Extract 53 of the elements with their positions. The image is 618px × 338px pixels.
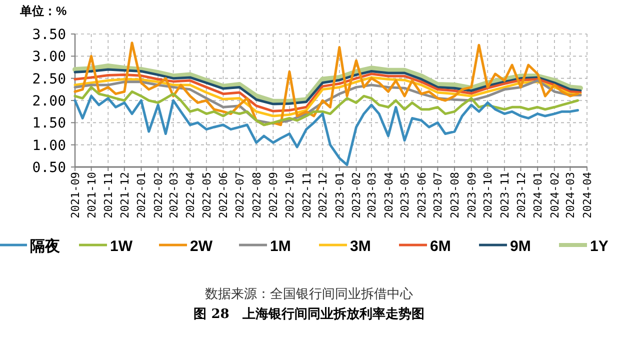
legend-label: 6M — [430, 238, 451, 255]
x-tick-label: 2023-02 — [350, 172, 364, 218]
y-tick-label: 2.50 — [32, 71, 66, 88]
legend-label: 1M — [270, 238, 291, 255]
line-series — [74, 94, 580, 166]
x-tick-label: 2022-04 — [184, 172, 198, 218]
x-tick-label: 2022-09 — [267, 172, 280, 218]
x-tick-label: 2021-10 — [85, 172, 98, 218]
x-tick-label: 2023-09 — [465, 172, 478, 218]
x-tick-label: 2021-09 — [69, 172, 82, 218]
y-tick-label: 3.00 — [32, 49, 66, 66]
y-axis-title: 单位：% — [19, 4, 67, 18]
x-tick-label: 2022-10 — [283, 172, 296, 218]
x-tick-label: 2022-07 — [234, 172, 247, 218]
x-tick-label: 2023-11 — [498, 172, 512, 218]
legend-label: 1W — [110, 238, 134, 255]
y-tick-label: 1.00 — [32, 138, 66, 154]
source-note: 数据来源：全国银行间同业拆借中心 — [205, 286, 413, 302]
legend-label: 2W — [190, 238, 214, 255]
x-tick-label: 2022-12 — [316, 172, 330, 218]
x-tick-label: 2021-11 — [102, 172, 116, 218]
x-tick-label: 2021-12 — [118, 172, 132, 218]
x-tick-label: 2023-07 — [432, 172, 445, 218]
x-tick-label: 2023-01 — [333, 172, 346, 218]
x-tick-label: 2023-03 — [365, 172, 378, 218]
x-tick-label: 2022-05 — [200, 172, 214, 218]
x-tick-label: 2022-11 — [300, 172, 314, 218]
y-tick-label: 1.50 — [32, 116, 66, 132]
x-tick-label: 2022-03 — [167, 172, 180, 218]
x-tick-label: 2024-04 — [581, 172, 594, 218]
line-series — [74, 42, 580, 126]
x-tick-label: 2023-08 — [448, 172, 462, 218]
legend-label: 9M — [510, 238, 531, 255]
text: 图 28 上海银行间同业拆放利率走势图 — [194, 306, 424, 322]
x-tick-label: 2022-02 — [152, 172, 166, 218]
legend-label: 隔夜 — [30, 237, 61, 255]
x-tick-label: 2022-06 — [217, 172, 230, 218]
y-tick-label: 3.50 — [32, 27, 66, 43]
y-tick-label: 0.50 — [32, 160, 66, 176]
x-tick-label: 2024-03 — [564, 172, 578, 218]
x-tick-label: 2023-12 — [514, 172, 528, 218]
x-tick-label: 2024-02 — [548, 172, 562, 218]
x-tick-label: 2023-10 — [482, 172, 495, 218]
x-tick-label: 2022-08 — [250, 172, 264, 218]
x-tick-label: 2024-01 — [532, 172, 545, 218]
x-tick-label: 2023-04 — [382, 172, 396, 218]
legend-label: 3M — [350, 238, 371, 255]
y-tick-label: 2.00 — [32, 94, 66, 110]
legend-label: 1Y — [590, 238, 608, 255]
x-tick-label: 2022-01 — [135, 172, 148, 218]
line-series — [74, 86, 580, 126]
x-tick-label: 2023-06 — [415, 172, 428, 218]
x-tick-label: 2023-05 — [398, 172, 412, 218]
